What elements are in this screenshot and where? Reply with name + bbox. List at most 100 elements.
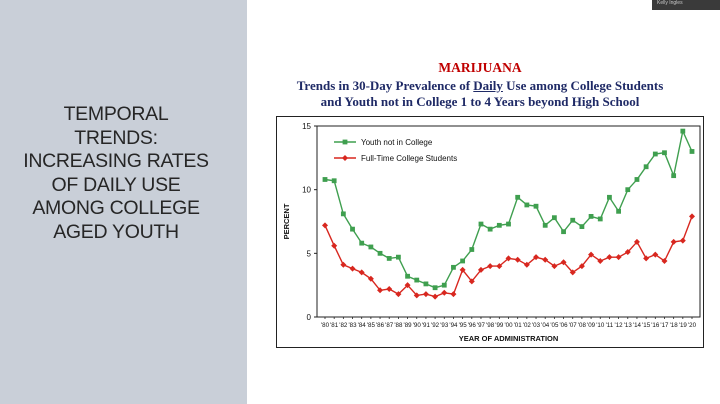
x-tick-label: '03	[532, 322, 541, 329]
data-point	[588, 251, 595, 258]
data-point	[560, 259, 567, 266]
x-tick-label: '11	[606, 322, 614, 329]
chart-frame	[276, 116, 704, 348]
data-point	[561, 229, 566, 235]
y-tick-label: 5	[307, 249, 312, 258]
line-chart: 0 5 10 15 PERCENT '80'81'82'83'84'85'86'87'88…	[276, 116, 704, 348]
x-tick-label: '13	[624, 322, 633, 329]
data-point	[597, 257, 604, 264]
data-point	[533, 254, 540, 261]
data-point	[322, 177, 328, 182]
data-point	[368, 244, 374, 250]
x-tick-label: '05	[550, 322, 559, 329]
data-point	[359, 240, 365, 246]
x-tick-label: '98	[486, 322, 495, 329]
data-point	[570, 217, 576, 223]
data-point	[523, 261, 530, 268]
data-point	[367, 275, 374, 282]
slide-title: TEMPORAL TRENDS: INCREASING RATES OF DAI…	[0, 103, 232, 244]
data-point	[514, 256, 521, 263]
data-point	[331, 242, 338, 249]
data-point	[422, 291, 429, 298]
webcam-thumbnail[interactable]	[652, 0, 720, 10]
data-point	[643, 255, 650, 262]
x-tick-label: '93	[440, 322, 449, 329]
x-tick-label: '96	[468, 322, 477, 329]
slide-title-line: TEMPORAL	[63, 103, 169, 125]
x-tick-label: '15	[642, 322, 651, 329]
chart-top-title: MARIJUANA	[438, 60, 522, 75]
data-point	[478, 221, 484, 227]
webcam-participant-name: Kelly Ingles	[657, 0, 683, 6]
x-tick-label: '82	[339, 322, 348, 329]
data-point	[477, 266, 484, 273]
data-point	[432, 293, 439, 300]
data-point	[441, 289, 448, 296]
slide-title-line: AMONG COLLEGE	[32, 197, 200, 219]
data-point	[524, 202, 530, 208]
x-tick-label: '83	[348, 322, 357, 329]
x-tick-label: '07	[569, 322, 578, 329]
data-point	[423, 281, 429, 287]
x-tick-label: '02	[523, 322, 532, 329]
x-tick-label: '88	[394, 322, 403, 329]
x-tick-label: '12	[615, 322, 624, 329]
x-tick-label: '01	[514, 322, 523, 329]
legend-marker	[342, 139, 348, 145]
data-point	[395, 291, 402, 298]
x-tick-label: '14	[633, 322, 642, 329]
legend-label: Youth not in College	[361, 138, 433, 147]
data-point	[670, 238, 677, 245]
data-point	[460, 258, 466, 264]
x-tick-label: '10	[596, 322, 605, 329]
subtitle-text: Use among College Students	[502, 78, 664, 93]
data-point	[542, 256, 549, 263]
x-tick-label: '94	[449, 322, 458, 329]
y-axis-label: PERCENT	[282, 203, 291, 239]
y-tick-label: 0	[307, 313, 312, 322]
data-point	[606, 254, 613, 261]
data-point	[634, 177, 640, 182]
data-point	[662, 150, 667, 156]
x-tick-label: '06	[560, 322, 569, 329]
data-point	[441, 282, 447, 288]
data-point	[487, 226, 493, 232]
data-point	[413, 292, 420, 299]
subtitle-text: Trends in 30-Day Prevalence of	[296, 78, 474, 93]
slide-title-line: OF DAILY USE	[51, 173, 181, 196]
slide-title-line: INCREASING RATES	[23, 150, 209, 172]
data-point	[680, 128, 686, 134]
data-point	[340, 261, 347, 268]
x-tick-label: '86	[376, 322, 385, 329]
data-point	[451, 264, 456, 270]
data-point	[578, 263, 585, 270]
y-tick-label: 15	[302, 122, 311, 131]
panel-divider	[247, 0, 252, 404]
data-point	[607, 194, 612, 200]
data-point	[551, 215, 557, 221]
x-tick-label: '84	[358, 322, 367, 329]
data-point	[432, 285, 438, 291]
chart-subtitle-line-1: Trends in 30-Day Prevalence of Daily Use…	[265, 78, 695, 94]
data-point	[487, 263, 494, 270]
data-point	[404, 282, 411, 289]
x-tick-label: '16	[651, 322, 660, 329]
data-point	[349, 265, 356, 272]
x-tick-label: '08	[578, 322, 587, 329]
x-tick-label: '87	[385, 322, 394, 329]
data-point	[615, 254, 622, 261]
data-point	[450, 291, 457, 298]
data-point	[625, 187, 631, 193]
data-point	[496, 222, 502, 228]
x-tick-label: '20	[688, 322, 697, 329]
slide-title-line: TRENDS:	[74, 126, 158, 149]
data-point	[505, 255, 512, 262]
subtitle-underlined-word: Daily	[473, 78, 503, 93]
data-point	[386, 256, 392, 261]
data-point	[661, 257, 668, 264]
x-tick-label: '92	[431, 322, 440, 329]
data-point	[542, 222, 548, 228]
data-point	[652, 251, 659, 258]
data-point	[358, 269, 365, 276]
x-tick-label: '00	[504, 322, 513, 329]
